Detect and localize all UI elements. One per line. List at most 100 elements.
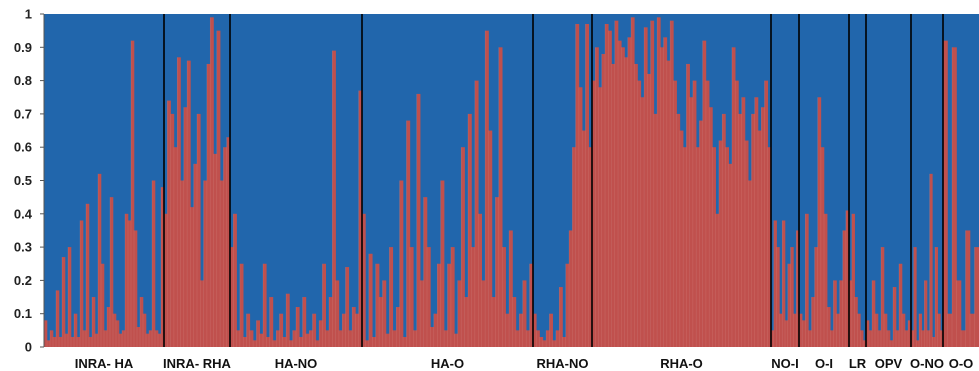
bar-cluster-1: [773, 220, 777, 347]
bar-cluster-1: [200, 280, 204, 347]
bar-cluster-1: [965, 230, 971, 347]
bar-cluster-1: [77, 337, 81, 347]
bar-cluster-1: [592, 80, 596, 347]
bar-cluster-1: [468, 113, 472, 348]
bar-cluster-1: [779, 313, 783, 347]
bar-cluster-1: [653, 113, 658, 348]
bar-cluster-1: [92, 297, 96, 347]
bar-cluster-1: [757, 130, 762, 347]
bar-cluster-1: [935, 247, 938, 347]
bar-cluster-1: [683, 147, 687, 347]
bar-cluster-1: [216, 30, 221, 348]
bar-cluster-1: [362, 213, 366, 347]
bar-cluster-1: [220, 180, 224, 347]
bar-cluster-1: [433, 313, 438, 347]
bar-cluster-1: [875, 313, 879, 347]
bar-cluster-1: [884, 313, 888, 347]
bar-cluster-1: [161, 187, 165, 347]
bar-cluster-1: [764, 80, 769, 347]
group-label: LR: [849, 356, 867, 371]
bar-cluster-1: [522, 280, 527, 347]
bar-cluster-1: [929, 173, 933, 347]
bar-cluster-1: [230, 247, 234, 347]
bar-cluster-1: [253, 340, 257, 347]
bar-cluster-1: [59, 337, 63, 347]
group-label: O-NO: [910, 356, 944, 371]
bar-cluster-1: [666, 60, 671, 348]
bar-cluster-1: [365, 340, 370, 347]
bar-cluster-1: [785, 320, 789, 347]
bar-cluster-1: [644, 27, 648, 347]
bar-cluster-1: [814, 247, 819, 347]
bar-cluster-1: [233, 213, 237, 347]
bar-cluster-1: [854, 297, 858, 347]
y-tick-label: 0.7: [14, 106, 32, 121]
y-tick-label: 0.5: [14, 173, 32, 188]
bar-cluster-1: [454, 333, 459, 347]
bar-cluster-1: [409, 247, 414, 347]
bar-cluster-1: [279, 313, 284, 347]
bar-cluster-1: [811, 297, 815, 347]
bar-cluster-1: [74, 313, 78, 347]
bar-cluster-1: [312, 313, 317, 347]
bar-cluster-1: [170, 113, 175, 348]
bar-cluster-1: [305, 333, 310, 347]
bar-cluster-1: [817, 97, 822, 347]
bar-cluster-1: [413, 330, 418, 347]
bar-cluster-1: [368, 253, 373, 347]
bar-cluster-1: [481, 280, 486, 347]
bar-cluster-1: [302, 297, 307, 347]
bar-cluster-1: [193, 163, 198, 347]
bar-cluster-1: [180, 180, 185, 347]
bar-cluster-1: [101, 263, 105, 347]
bar-cluster-1: [296, 307, 300, 347]
bar-cluster-1: [110, 197, 114, 347]
bar-cluster-1: [845, 210, 850, 347]
bar-cluster-1: [924, 280, 928, 347]
bar-cluster-1: [107, 307, 111, 347]
bar-cluster-1: [546, 330, 550, 347]
bar-cluster-1: [793, 313, 797, 347]
bar-cluster-1: [62, 257, 66, 347]
bar-cluster-1: [149, 330, 153, 347]
bar-cluster-1: [696, 147, 700, 347]
bar-cluster-1: [104, 330, 108, 347]
group-label: RHA-O: [660, 356, 703, 371]
bar-cluster-1: [464, 297, 469, 347]
bar-cluster-1: [80, 220, 84, 347]
bar-cluster-1: [565, 263, 570, 347]
bar-cluster-1: [572, 147, 576, 347]
bar-cluster-1: [309, 330, 313, 347]
bar-cluster-1: [725, 147, 729, 347]
bar-cluster-1: [502, 247, 506, 347]
bar-cluster-1: [857, 313, 861, 347]
bar-cluster-1: [601, 53, 606, 348]
bar-cluster-1: [735, 80, 739, 347]
bar-cluster-1: [881, 247, 885, 347]
bar-cluster-1: [552, 340, 557, 347]
bar-cluster-1: [559, 287, 563, 347]
bar-cluster-1: [203, 180, 208, 347]
bar-cluster-1: [878, 330, 882, 347]
bar-cluster-1: [542, 340, 547, 347]
bar-cluster-1: [206, 63, 211, 347]
bar-cluster-1: [68, 247, 72, 347]
bar-cluster-1: [614, 20, 619, 347]
bar-cluster-1: [515, 330, 520, 347]
bar-cluster-1: [83, 330, 87, 347]
bar-cluster-1: [913, 247, 917, 347]
bar-cluster-1: [471, 247, 476, 347]
bar-cluster-1: [197, 113, 201, 348]
bar-cluster-1: [692, 80, 697, 347]
bar-cluster-1: [382, 280, 387, 347]
bar-cluster-1: [498, 47, 503, 348]
bar-cluster-1: [56, 290, 60, 347]
bar-cluster-1: [820, 147, 825, 347]
y-tick-label: 1: [25, 7, 32, 22]
bar-cluster-1: [650, 20, 655, 347]
bar-cluster-1: [808, 330, 812, 347]
bar-cluster-1: [299, 337, 303, 347]
bar-cluster-1: [637, 80, 642, 347]
bar-cluster-1: [673, 80, 677, 347]
